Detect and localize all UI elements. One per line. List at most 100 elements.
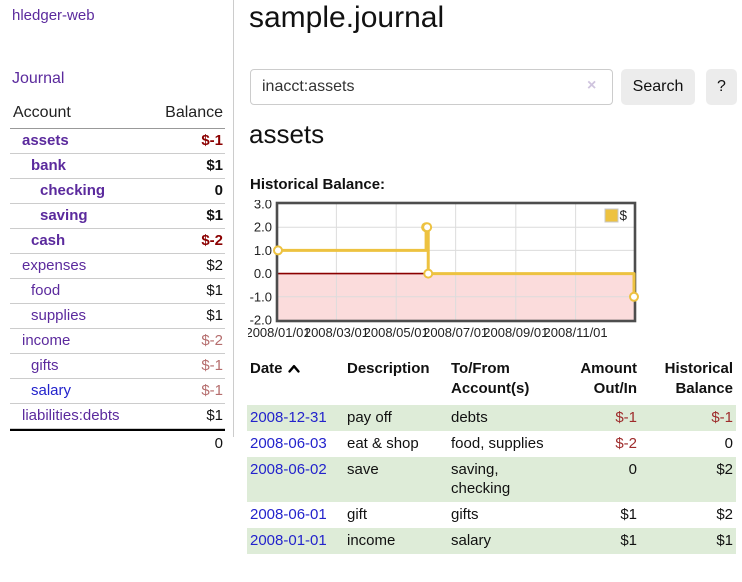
register-table: Date Description To/From Account(s) Amou… [247,357,736,554]
chart-label: Historical Balance: [250,176,386,193]
register-row: 2008-06-03 eat & shop food, supplies $-2 0 [247,431,736,457]
x-tick-label: 2008/07/01 [423,325,488,340]
sidebar-account-link-gifts[interactable]: gifts [31,357,59,374]
register-header-description[interactable]: Description [347,360,430,377]
accounts-header-account: Account [10,100,147,129]
register-row: 2008-06-01 gift gifts $1 $2 [247,502,736,528]
sidebar-account-link-checking[interactable]: checking [40,182,106,199]
transaction-accounts: gifts [451,506,479,523]
y-tick-label: 2.0 [254,220,272,235]
accounts-table: Account Balance assets $-1 bank $1 checking 0… [10,100,225,457]
sidebar-account-link-salary[interactable]: salary [31,382,72,399]
historical-balance-chart: $3.0 2.0 1.0 0.0 -1.0 -2.02008/01/012008/03/0… [248,200,639,340]
account-row: checking 0 [10,178,225,203]
sidebar: hledger-web Journal Account Balance asse… [0,0,234,452]
account-balance: $-1 [146,378,225,403]
sidebar-account-link-expenses[interactable]: expenses [22,257,87,274]
register-row: 2008-06-02 save saving, checking 0 $2 [247,457,736,502]
transaction-amount: $-1 [615,409,637,426]
sidebar-account-link-food[interactable]: food [31,282,61,299]
x-tick-label: 2008/11/01 [544,325,608,340]
transaction-amount: $1 [620,532,637,549]
legend-swatch [604,208,619,223]
register-header-row: Date Description To/From Account(s) Amou… [247,357,736,405]
transaction-description: save [347,461,379,478]
sort-chevron-up-icon [287,360,301,380]
transaction-balance: $1 [716,532,733,549]
brand-link[interactable]: hledger-web [12,7,95,24]
accounts-total-value: 0 [146,429,225,457]
account-balance: $-1 [201,132,223,149]
sidebar-account-link-assets[interactable]: assets [22,132,69,149]
accounts-header-balance: Balance [146,100,225,129]
account-balance: $1 [146,278,225,303]
sidebar-account-link-liabilities-debts[interactable]: liabilities:debts [22,407,120,424]
sidebar-account-link-bank[interactable]: bank [31,157,67,174]
transaction-accounts: salary [451,532,492,549]
transaction-amount: $1 [620,506,637,523]
clear-search-icon[interactable]: × [587,77,597,94]
page-title: sample.journal [249,1,445,34]
y-tick-label: 1.0 [254,243,272,258]
help-button[interactable]: ? [706,69,737,105]
transaction-accounts: saving, checking [451,461,511,497]
sidebar-item-journal[interactable]: Journal [12,70,65,87]
transaction-accounts: debts [451,409,488,426]
transaction-description: gift [347,506,368,523]
account-balance: $1 [146,303,225,328]
account-row: income $-2 [10,328,225,353]
accounts-total-row: 0 [10,429,225,457]
register-row: 2008-01-01 income salary $1 $1 [247,528,736,554]
x-tick-label: 2008/09/01 [483,325,548,340]
sidebar-account-link-income[interactable]: income [22,332,71,349]
transaction-amount: 0 [628,461,637,478]
transaction-description: eat & shop [347,435,419,452]
transaction-balance: $2 [716,461,733,478]
account-row: food $1 [10,278,225,303]
sidebar-account-link-cash[interactable]: cash [31,232,66,249]
account-balance: $2 [146,253,225,278]
register-header-balance[interactable]: Historical Balance [664,360,733,397]
accounts-header-row: Account Balance [10,100,225,129]
transaction-date-link[interactable]: 2008-06-02 [250,461,327,478]
transaction-date-link[interactable]: 2008-06-03 [250,435,327,452]
account-balance: $1 [146,153,225,178]
register-header-amount[interactable]: Amount Out/In [580,360,637,397]
x-tick-label: 2008/03/01 [304,325,369,340]
account-balance: $-2 [146,228,225,253]
transaction-date-link[interactable]: 2008-06-01 [250,506,327,523]
account-row: saving $1 [10,203,225,228]
register-header-date[interactable]: Date [247,357,344,405]
transaction-balance: $2 [716,506,733,523]
account-balance: $-2 [146,328,225,353]
search-button[interactable]: Search [621,69,695,105]
transaction-accounts: food, supplies [451,435,544,452]
transaction-date-link[interactable]: 2008-01-01 [250,532,327,549]
account-balance: $1 [146,403,225,429]
account-row: bank $1 [10,153,225,178]
transaction-balance: 0 [724,435,733,452]
y-tick-label: 0.0 [254,266,272,281]
transaction-date-link[interactable]: 2008-12-31 [250,409,327,426]
data-point-2008-06-02 [422,222,433,233]
account-row: liabilities:debts $1 [10,403,225,429]
register-row: 2008-12-31 pay off debts $-1 $-1 [247,405,736,431]
account-title: assets [249,119,325,149]
account-balance: $-1 [146,353,225,378]
plot-border [275,201,637,323]
account-row: gifts $-1 [10,353,225,378]
x-tick-label: 2008/05/01 [364,325,429,340]
transaction-description: income [347,532,396,549]
y-tick-label: 3.0 [254,200,272,212]
register-header-accounts[interactable]: To/From Account(s) [451,360,530,397]
legend-label: $ [620,208,628,223]
search-input[interactable] [250,69,613,105]
y-tick-label: -2.0 [250,313,272,328]
account-balance: 0 [146,178,225,203]
account-row: salary $-1 [10,378,225,403]
account-row: supplies $1 [10,303,225,328]
account-balance: $1 [146,203,225,228]
sidebar-account-link-saving[interactable]: saving [40,207,88,224]
sidebar-account-link-supplies[interactable]: supplies [31,307,87,324]
